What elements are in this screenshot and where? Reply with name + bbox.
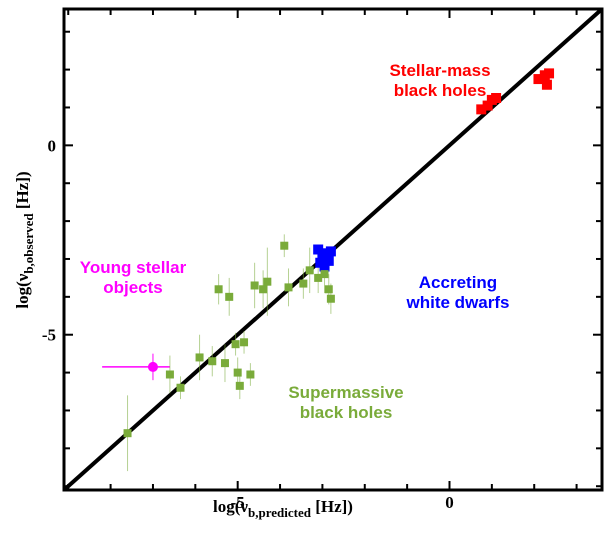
x-tick-label: 0 bbox=[445, 493, 454, 512]
supermassive-black-holes-point bbox=[220, 359, 229, 368]
tick-labels: -5 0 -5 0 bbox=[42, 136, 454, 512]
supermassive-black-holes-point bbox=[259, 285, 268, 294]
supermassive-black-holes-point bbox=[320, 270, 329, 279]
accreting-white-dwarfs-label: white dwarfs bbox=[406, 293, 510, 312]
supermassive-black-holes-label: black holes bbox=[300, 403, 393, 422]
y-tick-label: 0 bbox=[48, 136, 57, 155]
young-stellar-objects-label: objects bbox=[103, 278, 163, 297]
stellar-mass-black-holes-point bbox=[544, 68, 555, 79]
x-axis-label: log(νb,predicted [Hz]) bbox=[213, 497, 353, 520]
supermassive-black-holes-point bbox=[176, 383, 185, 392]
supermassive-black-holes-point bbox=[123, 429, 132, 438]
x-tick-label: -5 bbox=[231, 493, 245, 512]
young-stellar-objects-point bbox=[147, 361, 158, 372]
supermassive-black-holes-label: Supermassive bbox=[288, 383, 403, 402]
stellar-mass-black-holes-label: Stellar-mass bbox=[389, 61, 490, 80]
supermassive-black-holes-point bbox=[284, 283, 293, 292]
x-axis-label-main: log(ν bbox=[213, 497, 248, 516]
accreting-white-dwarfs-point bbox=[323, 255, 334, 266]
y-axis-label: log(νb,observed [Hz]) bbox=[13, 171, 36, 308]
supermassive-black-holes-point bbox=[208, 357, 217, 366]
stellar-mass-black-holes-point bbox=[533, 74, 544, 85]
supermassive-black-holes-point bbox=[326, 294, 335, 303]
supermassive-black-holes-point bbox=[225, 292, 234, 301]
supermassive-black-holes-point bbox=[195, 353, 204, 362]
plot-area bbox=[62, 7, 604, 492]
accreting-white-dwarfs-point bbox=[319, 261, 330, 272]
stellar-mass-black-holes-point bbox=[476, 104, 487, 115]
y-axis-label-main: log(ν bbox=[13, 273, 32, 308]
supermassive-black-holes-point bbox=[280, 241, 289, 250]
young-stellar-objects-label: Young stellar bbox=[80, 258, 187, 277]
supermassive-black-holes-point bbox=[233, 368, 242, 377]
supermassive-black-holes-point bbox=[235, 381, 244, 390]
y-axis-label-unit: [Hz]) bbox=[13, 171, 32, 213]
stellar-mass-black-holes-point bbox=[491, 93, 502, 104]
accreting-white-dwarfs-label: Accreting bbox=[419, 273, 497, 292]
supermassive-black-holes-point bbox=[314, 273, 323, 282]
plot-frame bbox=[62, 7, 604, 492]
supermassive-black-holes-point bbox=[250, 281, 259, 290]
axis-ticks bbox=[64, 9, 602, 490]
y-axis-label-sub: b,observed bbox=[21, 213, 36, 274]
x-axis-label-sub: b,predicted bbox=[248, 505, 312, 520]
supermassive-black-holes-point bbox=[240, 338, 249, 347]
data-markers bbox=[123, 68, 555, 438]
supermassive-black-holes-point bbox=[305, 266, 314, 275]
supermassive-black-holes-point bbox=[324, 285, 333, 294]
supermassive-black-holes-point bbox=[231, 340, 240, 349]
y-tick-label: -5 bbox=[42, 326, 56, 345]
supermassive-black-holes-point bbox=[165, 370, 174, 379]
accreting-white-dwarfs-point bbox=[325, 246, 336, 257]
supermassive-black-holes-point bbox=[214, 285, 223, 294]
x-axis-label-unit: [Hz]) bbox=[311, 497, 353, 516]
stellar-mass-black-holes-point bbox=[482, 100, 493, 111]
supermassive-black-holes-point bbox=[263, 277, 272, 286]
accreting-white-dwarfs-point bbox=[313, 244, 324, 255]
stellar-mass-black-holes-point bbox=[541, 79, 552, 90]
supermassive-black-holes-point bbox=[246, 370, 255, 379]
stellar-mass-black-holes-label: black holes bbox=[394, 81, 487, 100]
supermassive-black-holes-point bbox=[299, 279, 308, 288]
